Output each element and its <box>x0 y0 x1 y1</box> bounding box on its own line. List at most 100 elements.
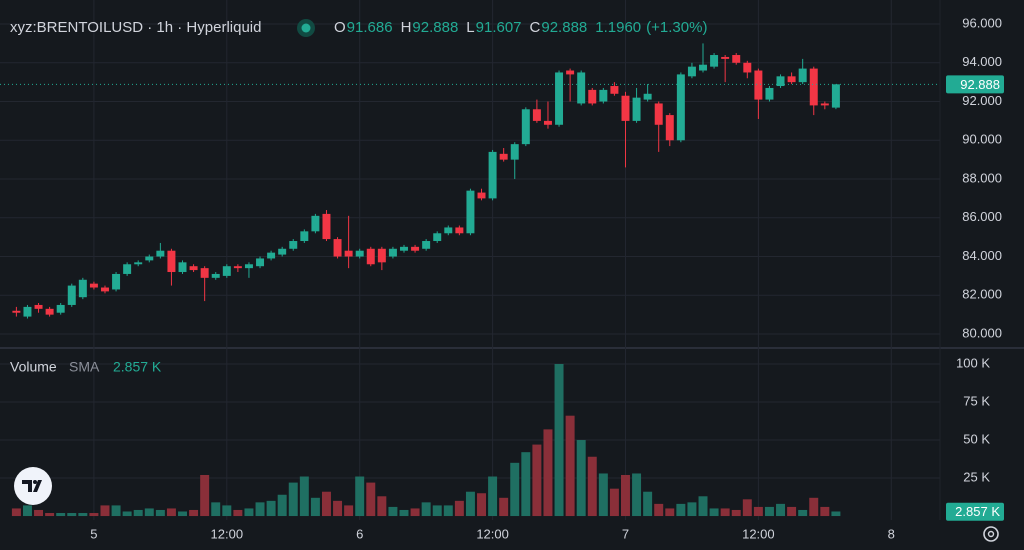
volume-bar <box>654 503 664 517</box>
volume-bar <box>366 482 376 517</box>
candle-body <box>67 285 76 305</box>
candle-body <box>433 233 442 242</box>
candle-body <box>687 66 696 77</box>
volume-bar <box>22 505 32 517</box>
candle-body <box>34 304 43 309</box>
candle-body <box>123 264 132 274</box>
volume-bar <box>465 491 475 517</box>
candle-body <box>455 227 464 234</box>
y-tick-label: 96.000 <box>962 15 1002 30</box>
candle-body <box>787 76 796 83</box>
volume-bar <box>166 508 176 517</box>
volume-bar <box>11 508 21 517</box>
volume-bar <box>222 505 232 517</box>
candle-body <box>566 70 575 75</box>
candle-body <box>211 273 220 278</box>
candle-body <box>510 144 519 160</box>
x-tick-label: 12:00 <box>742 526 775 541</box>
volume-bar <box>189 509 199 517</box>
volume-bar <box>233 509 243 517</box>
y-tick-label: 88.000 <box>962 170 1002 185</box>
volume-bar <box>244 508 254 517</box>
x-tick-label: 7 <box>622 526 629 541</box>
candle-body <box>56 304 65 313</box>
candle-body <box>555 72 564 125</box>
ohlc-key: O <box>334 19 346 36</box>
candle-body <box>632 97 641 121</box>
candle-body <box>743 62 752 73</box>
volume-bar <box>676 503 686 517</box>
y-tick-label: 92.000 <box>962 93 1002 108</box>
candle-body <box>23 306 32 317</box>
volume-bar <box>266 500 276 517</box>
volume-bar <box>454 500 464 517</box>
volume-bar <box>632 473 642 517</box>
volume-bar <box>355 476 365 517</box>
candle-body <box>366 248 375 265</box>
ohlc-key: L <box>466 19 474 36</box>
candle-body <box>178 262 187 273</box>
volume-bar <box>155 509 165 517</box>
volume-bar <box>809 497 819 517</box>
volume-bar <box>200 474 210 517</box>
candle-body <box>676 74 685 141</box>
volume-bar <box>521 452 531 517</box>
volume-bar <box>443 505 453 517</box>
volume-bar <box>344 505 354 517</box>
candle-body <box>699 64 707 71</box>
candle-body <box>45 308 54 315</box>
candle-body <box>466 190 475 234</box>
candle-body <box>754 70 763 100</box>
last-price-badge <box>946 75 1004 94</box>
candle-body <box>344 250 353 257</box>
volume-bar <box>554 363 564 517</box>
volume-bar <box>798 509 808 517</box>
candle-body <box>145 256 154 261</box>
candle-body <box>610 86 619 94</box>
volume-tick-label: 50 K <box>963 431 990 446</box>
volume-sma-label: SMA <box>69 359 100 375</box>
candle-body <box>665 115 674 141</box>
candle-body <box>189 266 198 271</box>
candle-body <box>233 266 242 269</box>
candle-body <box>244 264 253 269</box>
candle-body <box>278 248 287 255</box>
candle-body <box>643 93 652 100</box>
chart-title: xyz:BRENTOILUSD · 1h · Hyperliquid <box>10 19 261 36</box>
volume-bar <box>321 491 331 517</box>
volume-bar <box>333 500 343 517</box>
volume-bar <box>576 440 586 517</box>
volume-bar <box>133 509 143 517</box>
candle-body <box>333 239 342 257</box>
y-tick-label: 82.000 <box>962 287 1002 302</box>
candle-body <box>710 55 719 67</box>
change: 1.1960 <box>595 19 641 36</box>
volume-bar <box>687 502 697 517</box>
x-tick-label: 12:00 <box>476 526 509 541</box>
volume-bar <box>587 456 597 517</box>
x-tick-label: 6 <box>356 526 363 541</box>
volume-bar <box>820 506 830 517</box>
ohlc-value: 92.888 <box>541 19 587 36</box>
y-tick-label: 84.000 <box>962 248 1002 263</box>
settings-button[interactable] <box>983 526 999 542</box>
volume-bar <box>144 508 154 517</box>
candle-body <box>422 241 431 249</box>
grid <box>0 0 940 520</box>
candle-body <box>654 103 663 125</box>
volume-bar <box>731 509 741 517</box>
change-percent: (+1.30%) <box>646 19 707 36</box>
volume-bar <box>488 476 498 517</box>
volume-bar <box>609 488 619 517</box>
volume-bar <box>388 506 398 517</box>
candle-body <box>156 250 165 257</box>
volume-sma-badge-label: 2.857 K <box>955 504 1000 519</box>
ohlc-value: 91.686 <box>347 19 393 36</box>
candle-body <box>798 68 807 83</box>
volume-bar <box>421 502 431 517</box>
volume-bar <box>787 506 797 517</box>
candle-body <box>100 287 109 292</box>
candle-body <box>543 120 552 125</box>
volume-bar <box>299 476 309 517</box>
